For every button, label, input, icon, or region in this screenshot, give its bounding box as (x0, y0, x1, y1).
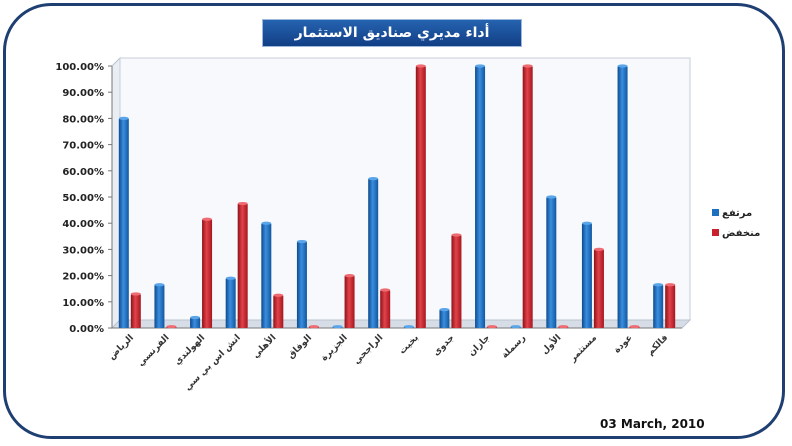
bar-cap (237, 201, 248, 206)
bar-cap (273, 293, 284, 297)
bar-low (415, 66, 426, 328)
bar-cap (475, 64, 486, 68)
bar-cap (510, 325, 521, 329)
x-tick-label: الرياض (107, 333, 136, 362)
date-label: 03 March, 2010 (600, 417, 705, 431)
x-tick-label: الجزيرة (319, 333, 349, 363)
bar-cap (130, 292, 141, 296)
bar-high (118, 118, 129, 329)
x-tick-label: رسملة (500, 333, 528, 361)
bar-cap (261, 221, 272, 225)
bar-cap (368, 177, 379, 181)
y-tick-label: 10.00% (62, 298, 104, 309)
y-tick-label: 100.00% (55, 62, 104, 73)
x-tick-label: الهولندي (173, 333, 207, 367)
bar-cap (296, 239, 307, 244)
x-tick-label: جازان (467, 333, 492, 358)
y-tick-label: 80.00% (62, 114, 104, 125)
x-tick-label: مستثمر (567, 333, 599, 365)
bar-high (439, 309, 450, 328)
x-tick-label: بخيت (398, 333, 421, 356)
bar-cap (308, 325, 319, 329)
bar-high (475, 66, 486, 328)
bar-cap (118, 116, 129, 120)
x-tick-label: فالكم (646, 333, 671, 358)
bar-cap (546, 195, 557, 199)
bar-cap (225, 276, 236, 280)
bar-cap (154, 283, 165, 287)
bar-high (261, 223, 272, 328)
y-tick-label: 40.00% (62, 219, 104, 230)
bar-cap (653, 283, 664, 287)
bar-cap (522, 64, 533, 68)
bar-low (593, 249, 604, 328)
x-tick-label: الراجحي (352, 333, 385, 366)
bar-low (522, 66, 533, 328)
bar-high (653, 284, 664, 328)
bar-cap (166, 325, 177, 329)
bar-low (451, 234, 462, 328)
bar-cap (344, 274, 355, 278)
bar-low (130, 293, 141, 328)
x-tick-label: الأول (539, 332, 564, 357)
bar-cap (332, 325, 343, 329)
bar-high (617, 66, 628, 328)
legend-swatch (712, 209, 719, 216)
y-tick-label: 60.00% (62, 167, 104, 178)
bar-cap (451, 233, 462, 237)
bar-low (273, 295, 284, 328)
bar-low (344, 275, 355, 328)
bar-high (190, 317, 201, 328)
side-wall (111, 56, 121, 330)
bar-cap (415, 64, 426, 68)
bar-high (296, 241, 307, 328)
legend-label: مرتفع (722, 208, 752, 219)
bar-high (225, 278, 236, 328)
bar-cap (190, 315, 201, 320)
bar-cap (439, 308, 450, 312)
y-tick-label: 90.00% (62, 88, 104, 99)
y-tick-label: 20.00% (62, 272, 104, 283)
bar-cap (665, 283, 676, 287)
x-tick-label: عودة (612, 333, 634, 355)
bar-cap (593, 247, 604, 251)
bar-cap (403, 325, 414, 329)
y-tick-label: 0.00% (69, 324, 104, 335)
bar-low (665, 284, 676, 328)
y-tick-label: 50.00% (62, 193, 104, 204)
bar-high (368, 178, 379, 328)
bar-cap (617, 64, 628, 68)
bar-low (237, 203, 248, 328)
legend-swatch (712, 229, 719, 236)
bar-high (581, 223, 592, 328)
y-tick-label: 30.00% (62, 245, 104, 256)
bar-low (380, 290, 391, 328)
y-tick-label: 70.00% (62, 141, 104, 152)
bar-cap (558, 325, 569, 329)
bar-cap (629, 325, 640, 329)
legend-label: منخفض (722, 228, 760, 239)
bar-high (546, 197, 557, 328)
bar-cap (202, 217, 213, 221)
bar-cap (380, 288, 391, 292)
x-tick-label: جدوى (431, 333, 456, 358)
x-tick-label: الأهلي (250, 332, 279, 361)
bar-low (202, 219, 213, 328)
x-tick-label: الفرنسي (136, 333, 171, 368)
x-tick-label: الوفاق (286, 333, 314, 361)
bar-high (154, 284, 165, 328)
bar-cap (487, 325, 498, 329)
bar-cap (581, 221, 592, 225)
